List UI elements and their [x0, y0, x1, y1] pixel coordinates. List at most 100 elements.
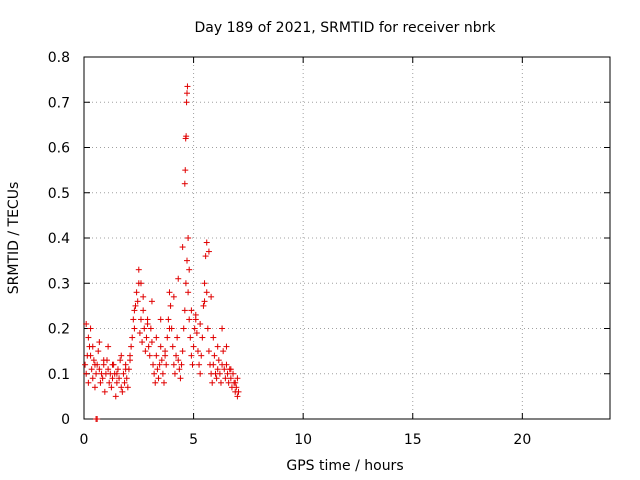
data-point — [200, 302, 207, 309]
data-point — [141, 325, 148, 332]
data-point — [123, 375, 130, 382]
data-point — [197, 370, 204, 377]
data-point — [133, 289, 140, 296]
data-point — [118, 384, 125, 391]
data-point — [219, 325, 226, 332]
data-point — [146, 352, 153, 359]
y-tick-label: 0 — [61, 412, 70, 428]
data-point — [157, 343, 164, 350]
data-point — [201, 280, 208, 287]
data-point — [137, 316, 144, 323]
data-point — [220, 348, 227, 355]
data-point — [159, 370, 166, 377]
data-point — [217, 379, 224, 386]
data-point — [184, 90, 191, 97]
data-point — [89, 343, 96, 350]
x-tick-label: 20 — [513, 432, 531, 448]
y-tick-labels: 0 0.1 0.2 0.3 0.4 0.5 0.6 0.7 0.8 — [48, 50, 70, 428]
data-point — [116, 375, 123, 382]
data-point — [140, 307, 147, 314]
data-point — [174, 334, 181, 341]
x-tick-label: 15 — [404, 432, 422, 448]
data-point — [99, 375, 106, 382]
data-point — [214, 343, 221, 350]
data-point — [189, 361, 196, 368]
data-point — [128, 343, 135, 350]
data-point — [223, 343, 230, 350]
data-point — [89, 375, 96, 382]
data-point — [196, 361, 203, 368]
data-point — [155, 375, 162, 382]
data-point — [166, 289, 173, 296]
tick-layer — [83, 56, 610, 420]
data-point — [179, 348, 186, 355]
y-tick-label: 0.5 — [48, 186, 70, 202]
data-point — [83, 320, 90, 327]
data-point — [137, 280, 144, 287]
data-point — [202, 253, 209, 260]
data-point — [109, 361, 116, 368]
data-point — [148, 298, 155, 305]
data-point — [185, 235, 192, 241]
data-point — [234, 393, 241, 400]
data-point — [153, 334, 160, 341]
data-point — [156, 361, 163, 368]
data-point — [215, 357, 222, 364]
data-point — [88, 366, 95, 373]
data-point — [177, 375, 184, 382]
data-point — [183, 99, 190, 106]
data-point — [227, 366, 234, 373]
data-point — [197, 320, 204, 327]
x-axis-label: GPS time / hours — [286, 458, 403, 474]
chart-title: Day 189 of 2021, SRMTID for receiver nbr… — [194, 20, 496, 36]
data-point — [95, 348, 102, 355]
data-point — [214, 366, 221, 373]
data-point — [151, 370, 158, 377]
data-point — [179, 244, 186, 251]
data-point — [87, 325, 94, 332]
data-point — [91, 384, 98, 391]
y-tick-label: 0.6 — [48, 141, 70, 157]
data-point — [224, 370, 231, 377]
data-point — [130, 316, 137, 323]
data-point — [158, 357, 165, 364]
y-tick-label: 0.8 — [48, 50, 70, 66]
data-point — [135, 266, 142, 273]
data-point — [176, 366, 183, 373]
data-point — [113, 379, 120, 386]
data-point — [142, 348, 149, 355]
data-point — [223, 361, 230, 368]
data-point — [184, 257, 191, 264]
data-point — [185, 289, 192, 296]
data-point — [147, 325, 154, 332]
data-point — [140, 293, 147, 300]
data-point — [106, 379, 113, 386]
data-point — [117, 357, 124, 364]
data-point — [119, 388, 126, 395]
data-point — [83, 370, 90, 377]
data-point — [175, 357, 182, 364]
data-point — [131, 325, 138, 332]
data-point — [180, 325, 187, 332]
data-point — [97, 379, 104, 386]
data-point — [143, 334, 150, 341]
data-point — [173, 352, 180, 359]
data-point — [183, 133, 190, 140]
data-point — [114, 366, 121, 373]
data-point — [144, 320, 151, 327]
data-point — [87, 352, 94, 359]
data-point — [222, 375, 229, 382]
data-point — [216, 370, 223, 377]
data-point — [91, 361, 98, 368]
x-tick-label: 5 — [189, 432, 198, 448]
data-point — [154, 366, 161, 373]
data-point — [167, 302, 174, 309]
y-tick-label: 0.3 — [48, 276, 70, 292]
data-point — [121, 379, 128, 386]
data-point — [132, 302, 139, 309]
data-point — [188, 352, 195, 359]
data-point — [127, 357, 134, 364]
data-point — [235, 388, 242, 395]
data-point — [164, 334, 171, 341]
